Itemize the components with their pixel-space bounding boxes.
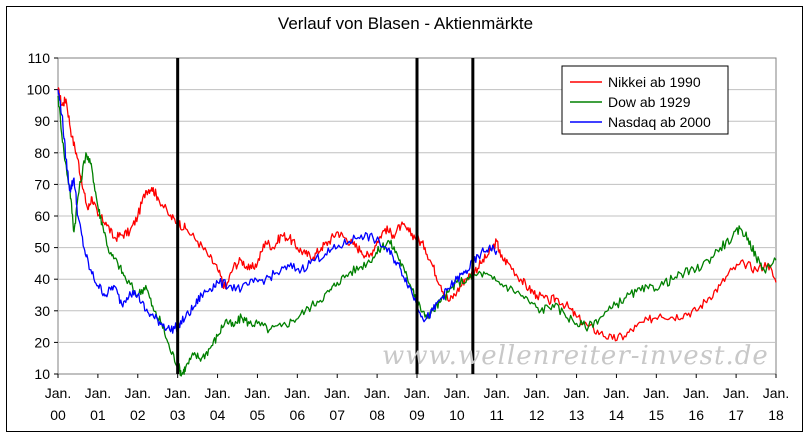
x-tick-label-month: Jan. xyxy=(404,385,430,401)
legend-label: Dow ab 1929 xyxy=(608,94,691,110)
x-tick-label-year: 16 xyxy=(688,407,704,423)
x-tick-label-year: 13 xyxy=(569,407,585,423)
y-tick-label: 70 xyxy=(34,176,50,192)
x-tick-label-year: 11 xyxy=(490,407,505,423)
y-tick-label: 80 xyxy=(34,145,50,161)
y-tick-label: 100 xyxy=(27,82,51,98)
y-tick-label: 40 xyxy=(34,271,50,287)
x-tick-label-year: 14 xyxy=(609,407,625,423)
x-tick-label-month: Jan. xyxy=(364,385,390,401)
x-tick-label-year: 02 xyxy=(130,407,146,423)
y-tick-label: 20 xyxy=(34,334,50,350)
x-tick-label-year: 05 xyxy=(250,407,266,423)
series-line-3 xyxy=(57,89,498,334)
x-tick-label-year: 09 xyxy=(409,407,425,423)
x-tick-label-year: 08 xyxy=(369,407,385,423)
x-tick-label-month: Jan. xyxy=(284,385,310,401)
legend-label: Nikkei ab 1990 xyxy=(608,74,701,90)
series-line-1 xyxy=(57,87,777,342)
x-tick-label-year: 15 xyxy=(649,407,665,423)
y-tick-label: 10 xyxy=(34,366,50,382)
x-tick-label-month: Jan. xyxy=(444,385,470,401)
x-tick-label-month: Jan. xyxy=(125,385,151,401)
x-tick-label-year: 00 xyxy=(50,407,66,423)
x-tick-label-month: Jan. xyxy=(324,385,350,401)
x-tick-label-month: Jan. xyxy=(484,385,510,401)
x-tick-label-year: 07 xyxy=(329,407,345,423)
x-tick-label-month: Jan. xyxy=(85,385,111,401)
y-tick-label: 30 xyxy=(34,303,50,319)
x-tick-label-year: 01 xyxy=(90,407,106,423)
x-tick-label-month: Jan. xyxy=(723,385,749,401)
series-line-2 xyxy=(57,95,777,377)
x-tick-label-year: 06 xyxy=(290,407,306,423)
x-tick-label-month: Jan. xyxy=(603,385,629,401)
x-tick-label-month: Jan. xyxy=(244,385,270,401)
y-tick-label: 60 xyxy=(34,208,50,224)
legend: Nikkei ab 1990 Dow ab 1929 Nasdaq ab 2000 xyxy=(561,65,729,135)
y-tick-label: 50 xyxy=(34,240,50,256)
x-tick-label-month: Jan. xyxy=(523,385,549,401)
x-tick-label-month: Jan. xyxy=(45,385,71,401)
x-tick-label-year: 10 xyxy=(449,407,465,423)
x-tick-label-month: Jan. xyxy=(683,385,709,401)
x-tick-label-year: 12 xyxy=(529,407,545,423)
chart-title: Verlauf von Blasen - Aktienmärkte xyxy=(277,14,534,33)
x-tick-label-year: 18 xyxy=(768,407,784,423)
x-tick-label-month: Jan. xyxy=(763,385,789,401)
x-tick-label-month: Jan. xyxy=(164,385,190,401)
y-tick-label: 90 xyxy=(34,113,50,129)
x-tick-label-month: Jan. xyxy=(563,385,589,401)
x-tick-label-year: 04 xyxy=(210,407,226,423)
watermark: www.wellenreiter-invest.de xyxy=(382,341,769,371)
y-tick-label: 110 xyxy=(28,50,51,66)
x-tick-label-month: Jan. xyxy=(643,385,669,401)
x-tick-label-year: 03 xyxy=(170,407,186,423)
x-tick-label-year: 17 xyxy=(728,407,744,423)
legend-label: Nasdaq ab 2000 xyxy=(608,114,711,130)
x-tick-label-month: Jan. xyxy=(204,385,230,401)
